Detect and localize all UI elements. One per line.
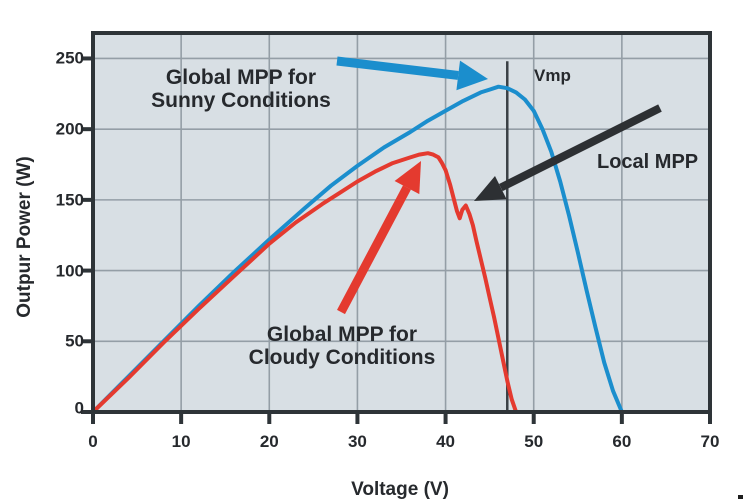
x-tick-label: 40 [436, 432, 456, 451]
sunny-curve [91, 84, 624, 414]
x-tick-label: 60 [612, 432, 632, 451]
x-tick-label: 0 [88, 432, 98, 451]
y-tick-label: 200 [55, 119, 84, 139]
x-tick-label: 50 [524, 432, 544, 451]
sunny-mpp-arrow-head [456, 60, 488, 91]
y-tick-label: 0 [74, 398, 84, 418]
cloudy-mpp-arrow-shaft [337, 185, 411, 315]
annotation-global-mpp-sunny: Global MPP for Sunny Conditions [151, 66, 331, 112]
annotation-local-mpp: Local MPP [597, 151, 699, 173]
y-tick-label: 250 [55, 48, 84, 68]
plot-background [93, 33, 710, 412]
vmp-reference-label: Vmp [534, 66, 571, 85]
y-tick-label: 50 [65, 331, 84, 351]
x-tick-label: 20 [259, 432, 279, 451]
y-tick-label: 100 [55, 261, 84, 281]
x-axis-title: Voltage (V) [351, 479, 449, 500]
plot-border [91, 31, 712, 414]
x-tick-label: 30 [347, 432, 367, 451]
x-tick-label: 70 [700, 432, 720, 451]
local-mpp-arrow-shaft [499, 104, 662, 192]
annotation-global-mpp-cloudy: Global MPP for Cloudy Conditions [248, 323, 436, 369]
cloudy-mpp-arrow-head [394, 161, 421, 195]
local-mpp-arrow-head [474, 176, 507, 201]
x-tick-label: 10 [171, 432, 191, 451]
y-tick-label: 150 [55, 190, 84, 210]
cloudy-curve [91, 151, 519, 414]
sunny-mpp-arrow-shaft [336, 56, 459, 80]
artifact-dot [738, 495, 743, 499]
y-axis-title: Outpur Power (W) [14, 156, 35, 318]
